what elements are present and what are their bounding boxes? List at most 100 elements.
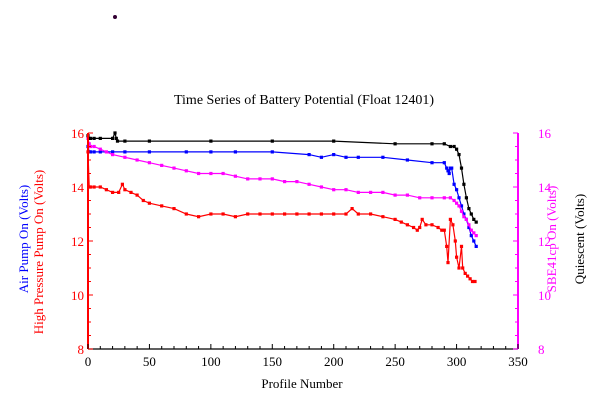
data-point-quiescent: [472, 217, 476, 221]
data-point-high-pressure-pump: [393, 217, 397, 221]
data-point-sbe41cp: [111, 153, 115, 157]
data-point-sbe41cp: [369, 190, 373, 194]
data-point-high-pressure-pump: [442, 228, 446, 232]
corner-marker-dot: [113, 15, 117, 19]
data-point-quiescent: [98, 136, 102, 140]
data-point-high-pressure-pump: [307, 212, 311, 216]
data-point-high-pressure-pump: [295, 212, 299, 216]
y-axis-label-air-pump: Air Pump On (Volts): [16, 185, 31, 293]
data-point-high-pressure-pump: [120, 182, 124, 186]
data-point-high-pressure-pump: [430, 223, 434, 227]
y-axis-label-high-pressure-pump: High Pressure Pump On (Volts): [31, 170, 46, 334]
data-point-high-pressure-pump: [470, 279, 475, 284]
data-point-sbe41cp: [104, 150, 108, 154]
data-point-high-pressure-pump: [141, 198, 145, 203]
data-point-high-pressure-pump: [468, 277, 472, 281]
data-point-high-pressure-pump: [420, 217, 424, 221]
data-point-air-pump: [472, 239, 476, 243]
data-point-quiescent: [442, 142, 446, 146]
data-point-sbe41cp: [474, 234, 478, 238]
data-point-air-pump: [332, 153, 336, 157]
data-point-air-pump: [111, 150, 115, 154]
data-point-sbe41cp: [472, 231, 476, 235]
data-point-sbe41cp: [221, 171, 225, 176]
data-point-air-pump: [405, 158, 409, 162]
data-point-air-pump: [457, 196, 461, 200]
data-point-sbe41cp: [381, 190, 385, 194]
data-point-sbe41cp: [457, 204, 461, 208]
data-point-quiescent: [459, 166, 464, 170]
data-point-high-pressure-pump: [246, 212, 250, 216]
data-point-air-pump: [98, 150, 102, 154]
data-point-high-pressure-pump: [147, 201, 151, 205]
data-point-quiescent: [464, 196, 468, 200]
axes: 0 50 100 150 200 250 300 350 8 8 10 10 12 12 14 14 16 16: [71, 126, 552, 369]
data-point-sbe41cp: [405, 193, 409, 197]
data-point-quiescent: [115, 139, 120, 143]
data-point-quiescent: [474, 220, 478, 224]
data-point-high-pressure-pump: [356, 212, 360, 216]
x-tick-label: 350: [508, 354, 528, 369]
data-point-air-pump: [467, 225, 471, 230]
data-point-quiescent: [111, 136, 115, 140]
left-y-tick-label: 10: [71, 288, 84, 303]
data-point-sbe41cp: [246, 177, 250, 181]
data-point-air-pump: [474, 244, 478, 248]
data-point-air-pump: [450, 166, 454, 170]
data-point-sbe41cp: [209, 171, 213, 176]
data-point-high-pressure-pump: [319, 212, 323, 216]
data-point-high-pressure-pump: [111, 190, 115, 194]
data-point-sbe41cp: [92, 144, 96, 149]
data-point-air-pump: [319, 155, 323, 159]
data-point-high-pressure-pump: [446, 261, 450, 265]
data-point-high-pressure-pump: [418, 225, 422, 230]
data-point-quiescent: [88, 136, 93, 140]
right-y-tick-label: 12: [538, 234, 551, 249]
data-point-high-pressure-pump: [424, 223, 428, 227]
data-point-high-pressure-pump: [448, 217, 452, 221]
data-point-air-pump: [381, 155, 385, 159]
data-point-sbe41cp: [258, 177, 262, 181]
data-point-sbe41cp: [418, 196, 422, 200]
data-point-air-pump: [446, 169, 450, 173]
data-point-high-pressure-pump: [453, 239, 457, 243]
data-point-high-pressure-pump: [270, 212, 274, 216]
data-point-high-pressure-pump: [98, 185, 102, 189]
data-point-sbe41cp: [464, 217, 468, 221]
data-point-high-pressure-pump: [436, 225, 440, 230]
data-point-high-pressure-pump: [457, 266, 461, 270]
y-axis-label-quiescent: Quiescent (Volts): [572, 194, 587, 284]
series-line-quiescent: [87, 131, 477, 223]
data-point-high-pressure-pump: [104, 188, 108, 192]
data-point-quiescent: [457, 153, 461, 157]
data-point-air-pump: [88, 150, 93, 154]
x-tick-label: 50: [143, 354, 156, 369]
data-point-sbe41cp: [356, 190, 360, 194]
x-axis-label: Profile Number: [261, 376, 343, 391]
data-point-air-pump: [430, 161, 434, 165]
right-y-tick-label: 14: [538, 180, 552, 195]
x-tick-label: 200: [324, 354, 344, 369]
data-point-air-pump: [462, 212, 466, 216]
data-point-high-pressure-pump: [381, 215, 385, 219]
data-point-sbe41cp: [430, 196, 434, 200]
data-point-high-pressure-pump: [160, 204, 164, 208]
data-point-quiescent: [455, 147, 459, 151]
data-point-high-pressure-pump: [233, 215, 237, 219]
data-point-air-pump: [92, 150, 96, 154]
data-point-quiescent: [448, 144, 452, 149]
data-point-sbe41cp: [448, 196, 452, 200]
x-tick-label: 0: [85, 354, 92, 369]
data-point-sbe41cp: [123, 155, 127, 159]
data-point-sbe41cp: [307, 182, 311, 186]
data-point-air-pump: [147, 150, 151, 154]
data-point-high-pressure-pump: [135, 193, 139, 197]
data-point-high-pressure-pump: [344, 212, 348, 216]
data-point-air-pump: [270, 150, 274, 154]
data-point-air-pump: [184, 150, 188, 154]
data-point-sbe41cp: [455, 201, 459, 205]
data-point-high-pressure-pump: [459, 244, 464, 248]
data-point-high-pressure-pump: [123, 188, 127, 192]
data-point-quiescent: [393, 142, 397, 146]
